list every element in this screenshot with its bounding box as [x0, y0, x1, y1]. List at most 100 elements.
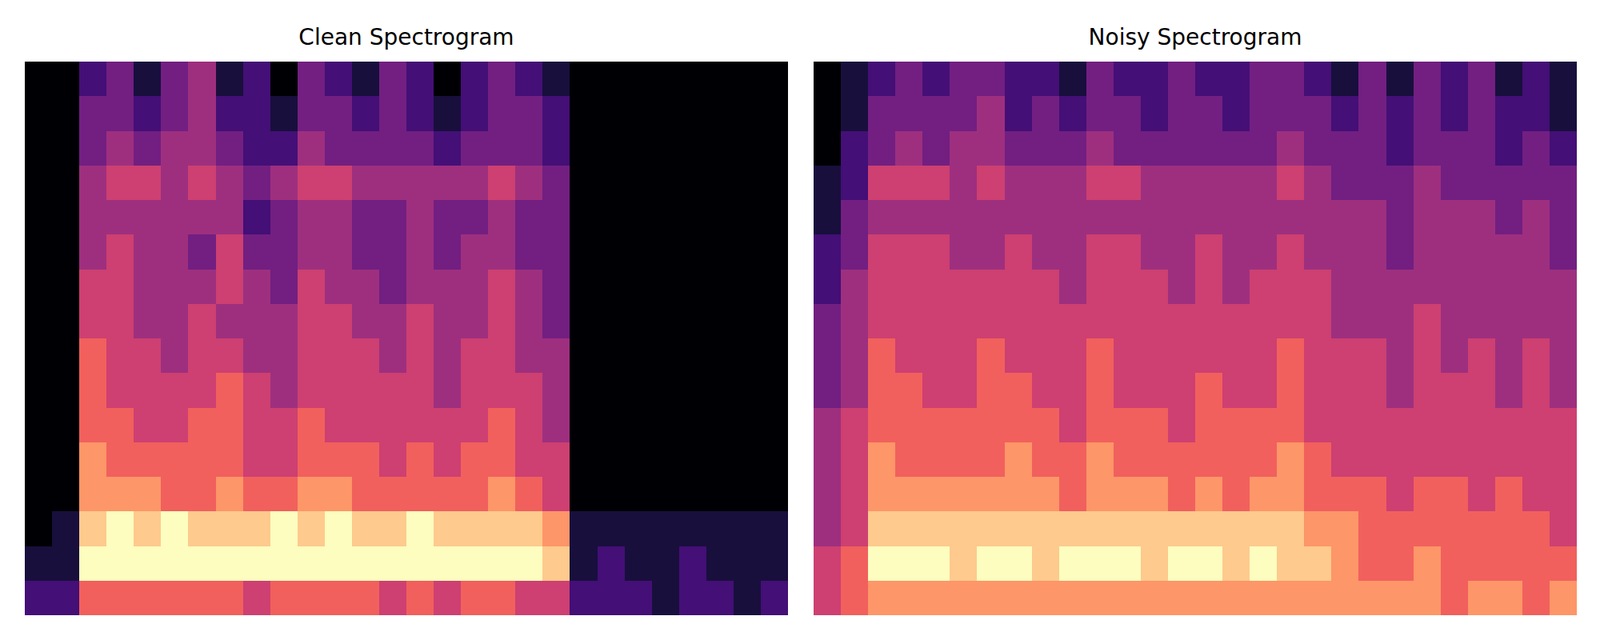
- cell: [352, 372, 380, 408]
- cell: [160, 476, 189, 512]
- cell: [1059, 476, 1088, 512]
- cell: [79, 269, 108, 305]
- cell: [460, 580, 489, 616]
- cell: [1032, 580, 1060, 616]
- cell: [922, 200, 951, 236]
- cell: [1032, 304, 1060, 340]
- cell: [976, 580, 1005, 616]
- cell: [1032, 200, 1060, 236]
- cell: [1004, 372, 1033, 408]
- cell: [949, 546, 978, 582]
- cell: [569, 269, 598, 305]
- cell: [1468, 269, 1496, 305]
- title: Noisy Spectrogram: [1088, 24, 1303, 51]
- cell: [406, 131, 435, 167]
- cell: [1331, 476, 1360, 512]
- cell: [1113, 200, 1142, 236]
- cell: [949, 476, 978, 512]
- cell: [706, 442, 735, 478]
- cell: [379, 442, 408, 478]
- cell: [949, 372, 978, 408]
- cell: [868, 200, 896, 236]
- cell: [1358, 61, 1387, 97]
- cell: [1249, 442, 1278, 478]
- cell: [813, 546, 842, 582]
- cell: [1331, 131, 1360, 167]
- cell: [922, 442, 951, 478]
- cell: [270, 546, 299, 582]
- cell: [679, 511, 708, 547]
- cell: [1032, 269, 1060, 305]
- cell: [324, 269, 353, 305]
- cell: [106, 338, 135, 374]
- cell: [1386, 165, 1415, 201]
- cell: [895, 200, 924, 236]
- cell: [1331, 200, 1360, 236]
- cell: [1222, 338, 1251, 374]
- cell: [1168, 200, 1196, 236]
- cell: [352, 131, 380, 167]
- cell: [160, 131, 189, 167]
- cell: [733, 408, 762, 444]
- cell: [160, 96, 189, 132]
- cell: [542, 61, 571, 97]
- cell: [1086, 304, 1115, 340]
- cell: [1304, 200, 1332, 236]
- cell: [243, 61, 272, 97]
- cell: [868, 580, 896, 616]
- cell: [379, 200, 408, 236]
- cell: [488, 304, 516, 340]
- cell: [706, 200, 735, 236]
- cell: [652, 304, 680, 340]
- cell: [1549, 165, 1577, 201]
- cell: [1440, 338, 1469, 374]
- cell: [24, 61, 53, 97]
- cell: [1249, 580, 1278, 616]
- cell: [1522, 304, 1551, 340]
- cell: [1168, 96, 1196, 132]
- cell: [488, 408, 516, 444]
- cell: [840, 580, 869, 616]
- cell: [406, 408, 435, 444]
- cell: [949, 131, 978, 167]
- cell: [79, 580, 108, 616]
- cell: [1059, 408, 1088, 444]
- cell: [79, 546, 108, 582]
- cell: [1331, 408, 1360, 444]
- cell: [624, 304, 653, 340]
- cell: [1522, 338, 1551, 374]
- cell: [922, 338, 951, 374]
- cell: [895, 511, 924, 547]
- cell: [324, 442, 353, 478]
- cell: [1113, 511, 1142, 547]
- cell: [922, 269, 951, 305]
- cell: [868, 546, 896, 582]
- cell: [1276, 408, 1305, 444]
- cell: [160, 269, 189, 305]
- cell: [1549, 304, 1577, 340]
- cell: [652, 546, 680, 582]
- cell: [52, 131, 80, 167]
- cell: [515, 546, 544, 582]
- cell: [895, 546, 924, 582]
- cell: [949, 304, 978, 340]
- cell: [569, 546, 598, 582]
- cell: [652, 131, 680, 167]
- cell: [542, 372, 571, 408]
- cell: [569, 131, 598, 167]
- cell: [297, 269, 326, 305]
- cell: [1168, 476, 1196, 512]
- cell: [1276, 442, 1305, 478]
- cell: [1468, 200, 1496, 236]
- cell: [188, 200, 216, 236]
- cell: [297, 165, 326, 201]
- cell: [569, 200, 598, 236]
- cell: [813, 269, 842, 305]
- cell: [1004, 408, 1033, 444]
- cell: [760, 61, 788, 97]
- cell: [569, 96, 598, 132]
- cell: [324, 61, 353, 97]
- cell: [160, 304, 189, 340]
- cell: [188, 304, 216, 340]
- cell: [79, 338, 108, 374]
